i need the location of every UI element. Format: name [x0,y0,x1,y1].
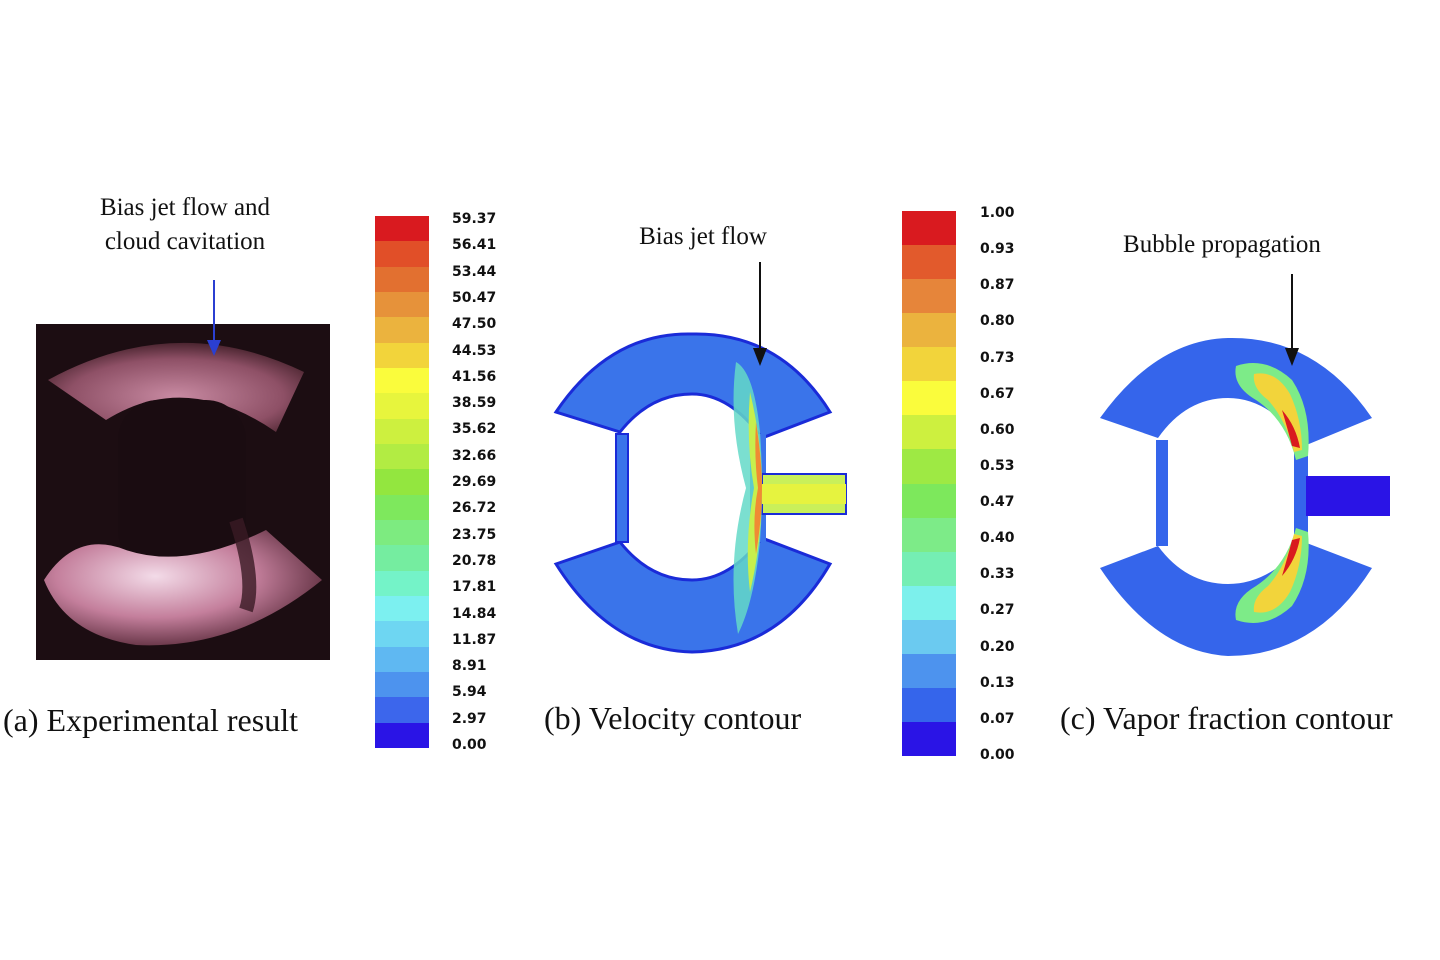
velocity-color-band [375,621,429,647]
velocity-color-band [375,418,429,444]
velocity-color-band [375,216,429,242]
caption-c: (c) Vapor fraction contour [1060,700,1393,736]
velocity-color-band [375,595,429,622]
velocity-tick-label: 53.44 [452,263,497,280]
annotation-bubble-propagation: Bubble propagation [1123,231,1321,258]
vapor-tick-label: 0.93 [980,241,1015,258]
vapor-tick-label: 1.00 [980,205,1015,221]
caption-a: (a) Experimental result [3,702,298,738]
velocity-tick-label: 41.56 [452,368,497,385]
velocity-tick-label: 17.81 [452,579,497,596]
vapor-tick-label: 0.20 [980,638,1015,655]
velocity-color-band [375,469,429,495]
velocity-color-band [375,291,429,318]
velocity-tick-label: 44.53 [452,342,497,359]
velocity-color-band [375,241,429,267]
vapor-color-band [902,381,956,416]
vapor-tick-label: 0.73 [980,349,1015,366]
vapor-tick-label: 0.00 [980,747,1015,763]
velocity-tick-label: 11.87 [452,631,497,648]
velocity-color-band [375,342,429,368]
experimental-photo [36,280,330,660]
velocity-tick-label: 56.41 [452,237,497,254]
vapor-color-band [902,415,956,450]
velocity-color-band [375,671,429,698]
vapor-tick-label: 0.33 [980,566,1015,583]
vapor-tick-labels: 1.00 0.93 0.87 0.80 0.73 0.67 0.60 0.53 0.47 0.40… [980,206,1040,762]
velocity-tick-label: 20.78 [452,552,497,569]
velocity-tick-label: 2.97 [452,710,487,727]
velocity-color-band [375,570,429,596]
vapor-tick-label: 0.13 [980,674,1015,691]
velocity-color-band [375,266,429,292]
vapor-tick-label: 0.40 [980,530,1015,547]
vapor-tick-label: 0.87 [980,277,1015,294]
velocity-tick-label: 32.66 [452,447,497,464]
velocity-color-band [375,545,429,571]
velocity-color-bar [375,216,429,748]
velocity-tick-label: 5.94 [452,684,487,701]
photo-upper-arc [48,342,304,432]
vapor-upper-arc [1100,337,1372,446]
velocity-tick-label: 8.91 [452,658,487,675]
vapor-lower-arc [1100,542,1372,656]
vapor-color-band [902,687,956,722]
vapor-tick-label: 0.07 [980,710,1015,727]
vapor-color-band [902,517,956,552]
velocity-color-band [375,519,429,546]
velocity-upper-arc [553,332,833,440]
vapor-nozzle [1306,476,1390,516]
vapor-color-band [902,211,956,246]
velocity-tick-label: 29.69 [452,474,497,490]
velocity-lower-arc [553,536,833,654]
vapor-color-band [902,619,956,654]
vapor-color-band [902,245,956,280]
velocity-color-band [375,367,429,394]
vapor-color-band [902,279,956,314]
vapor-color-band [902,449,956,484]
vapor-tick-label: 0.27 [980,602,1015,619]
velocity-tick-label: 14.84 [452,605,497,622]
vapor-tick-label: 0.60 [980,421,1015,438]
velocity-tick-label: 47.50 [452,316,497,333]
velocity-tick-label: 50.47 [452,289,497,306]
velocity-color-band [375,494,429,520]
caption-b: (b) Velocity contour [544,700,802,736]
vapor-color-band [902,483,956,518]
vapor-fraction-contour [1100,274,1390,656]
velocity-color-band [375,443,429,470]
photo-bore [118,400,246,570]
velocity-tick-label: 23.75 [452,526,497,543]
velocity-tick-label: 59.37 [452,211,497,227]
velocity-color-band [375,722,429,748]
vapor-color-band [902,313,956,348]
velocity-color-band [375,317,429,343]
vapor-tick-label: 0.47 [980,494,1015,511]
vapor-color-bar [902,211,956,756]
velocity-tick-labels: 59.37 56.41 53.44 50.47 47.50 44.53 41.56 38.59… [452,212,512,752]
annotation-bias-jet-flow: Bias jet flow [639,223,767,250]
velocity-color-band [375,646,429,672]
vapor-tick-label: 0.80 [980,313,1015,330]
vapor-color-band [902,585,956,620]
velocity-tick-label: 0.00 [452,737,487,753]
vapor-color-band [902,721,956,756]
vapor-color-band [902,551,956,586]
annotation-line-1: Bias jet flow and [99,194,271,221]
vapor-tick-label: 0.53 [980,457,1015,474]
vapor-color-band [902,347,956,382]
velocity-contour [553,262,847,654]
velocity-tick-label: 38.59 [452,395,497,412]
annotation-bias-jet-cloud-cavitation: Bias jet flow and cloud cavitation [60,191,310,259]
velocity-color-band [375,697,429,723]
vapor-color-band [902,653,956,688]
velocity-tick-label: 35.62 [452,421,497,438]
vapor-tick-label: 0.67 [980,385,1015,402]
velocity-tick-label: 26.72 [452,500,497,517]
annotation-line-2: cloud cavitation [104,228,266,255]
velocity-color-band [375,393,429,419]
